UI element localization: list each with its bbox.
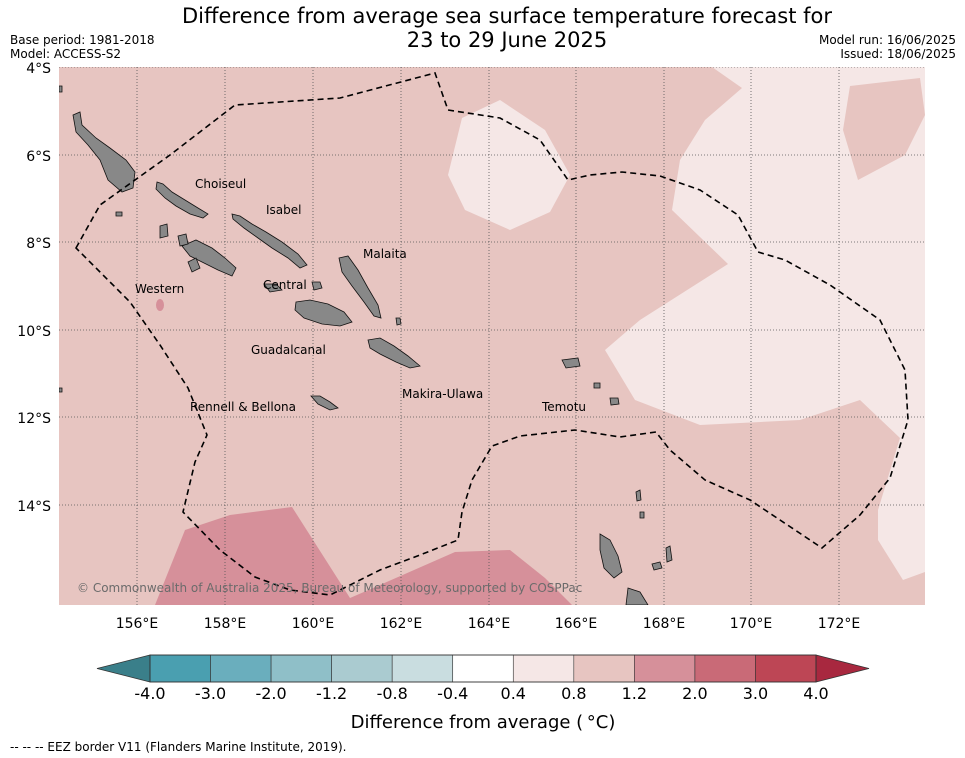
island-ulawa — [395, 317, 402, 326]
lat-label-4s: 4°S — [26, 61, 51, 77]
place-label-central: Central — [263, 278, 307, 292]
lat-label-14s: 14°S — [17, 499, 51, 515]
colorbar-segment — [270, 654, 332, 683]
colorbar-segment — [512, 654, 575, 683]
colorbar-tick-label: -0.8 — [377, 684, 408, 703]
lat-label-8s: 8°S — [26, 236, 51, 252]
issued-text: Issued: 18/06/2025 — [840, 47, 956, 61]
colorbar: -4.0 -3.0 -2.0 -1.2 -0.8 -0.4 0.4 0.8 1.2 2.0 3.0 4… — [96, 654, 870, 733]
place-label-temotu: Temotu — [541, 400, 586, 414]
colorbar-segment — [331, 654, 393, 683]
base-period-text: Base period: 1981-2018 — [10, 33, 155, 47]
copyright-text: © Commonwealth of Australia 2025, Bureau… — [77, 581, 582, 595]
colorbar-title: Difference from average ( °C) — [351, 712, 616, 733]
colorbar-segment — [573, 654, 635, 683]
island-small-west — [59, 387, 63, 393]
colorbar-segment — [452, 654, 514, 683]
island-vella-lavella — [159, 223, 169, 239]
colorbar-tick-label: 0.4 — [501, 684, 526, 703]
colorbar-tick-label: -4.0 — [134, 684, 165, 703]
lat-label-10s: 10°S — [17, 324, 51, 340]
colorbar-tick-label: -0.4 — [437, 684, 468, 703]
anomaly-fill-1.2-2.0-south — [155, 507, 572, 605]
colorbar-segment — [755, 654, 817, 683]
place-label-makira-ulawa: Makira-Ulawa — [402, 387, 483, 401]
island-choiseul — [155, 181, 209, 219]
colorbar-tick-label: 3.0 — [743, 684, 768, 703]
place-label-choiseul: Choiseul — [195, 177, 246, 191]
colorbar-tick-label: -1.2 — [316, 684, 347, 703]
lat-label-6s: 6°S — [26, 149, 51, 165]
sst-anomaly-map: Choiseul Isabel Malaita Western Central … — [17, 61, 925, 632]
island-kolombangara — [177, 233, 189, 247]
colorbar-extend-low — [96, 654, 151, 683]
colorbar-tick-label: 1.2 — [622, 684, 647, 703]
island-vanuatu-small-3 — [635, 489, 642, 502]
lon-label-170e: 170°E — [730, 616, 773, 632]
place-label-western: Western — [135, 282, 184, 296]
lon-label-166e: 166°E — [555, 616, 598, 632]
lon-label-156e: 156°E — [116, 616, 159, 632]
anomaly-fill-1.2-north-east — [843, 78, 925, 180]
lon-label-158e: 158°E — [204, 616, 247, 632]
colorbar-tick-label: -3.0 — [195, 684, 226, 703]
lon-label-168e: 168°E — [643, 616, 686, 632]
graticule — [59, 67, 925, 605]
island-guadalcanal — [294, 299, 353, 327]
lon-label-160e: 160°E — [292, 616, 335, 632]
lon-label-162e: 162°E — [380, 616, 423, 632]
island-santa-cruz — [561, 357, 581, 369]
island-vanuatu-north — [599, 533, 623, 579]
colorbar-tick-label: 2.0 — [682, 684, 707, 703]
island-malaita — [338, 255, 382, 319]
island-bougainville-south — [115, 211, 123, 217]
map-title-line2: 23 to 29 June 2025 — [406, 28, 608, 52]
anomaly-fill-0.4-0.8-north — [448, 100, 570, 230]
island-vanuatu-small-1 — [651, 561, 663, 571]
island-vanuatu-small-2 — [665, 545, 673, 563]
colorbar-segment — [149, 654, 211, 683]
island-vanikoro — [609, 397, 620, 406]
colorbar-segment — [694, 654, 756, 683]
colorbar-segment — [634, 654, 696, 683]
island-florida — [263, 283, 283, 293]
lat-label-12s: 12°S — [17, 411, 51, 427]
colorbar-segment — [391, 654, 454, 683]
model-run-text: Model run: 16/06/2025 — [818, 33, 956, 47]
land-masses — [59, 85, 673, 605]
eez-border — [75, 72, 909, 596]
colorbar-tick-label: -2.0 — [255, 684, 286, 703]
island-makira — [367, 337, 421, 369]
place-label-isabel: Isabel — [266, 203, 301, 217]
lon-label-172e: 172°E — [818, 616, 861, 632]
island-vanuatu-espiritu — [625, 587, 649, 605]
island-rennell — [310, 395, 339, 411]
island-utupua — [593, 382, 601, 389]
model-text: Model: ACCESS-S2 — [10, 47, 122, 61]
colorbar-segment — [210, 654, 272, 683]
anomaly-fill-1.2-2.0-small — [156, 299, 164, 311]
island-rendova — [187, 257, 201, 273]
colorbar-outline — [149, 654, 817, 683]
eez-legend-text: -- -- -- EEZ border V11 (Flanders Marine… — [10, 740, 347, 754]
colorbar-tick-label: 4.0 — [803, 684, 828, 703]
place-label-rennell-bellona: Rennell & Bellona — [190, 400, 296, 414]
island-png-bougainville — [59, 85, 63, 93]
anomaly-fill-0.4-0.8-east — [605, 67, 925, 580]
colorbar-extend-high — [815, 654, 870, 683]
place-label-malaita: Malaita — [363, 247, 407, 261]
colorbar-tick-label: 0.8 — [561, 684, 586, 703]
map-title-line1: Difference from average sea surface temp… — [182, 4, 832, 28]
lon-label-164e: 164°E — [468, 616, 511, 632]
island-russell — [311, 281, 323, 291]
island-vanuatu-small-4 — [639, 511, 645, 519]
island-isabel — [231, 213, 308, 269]
place-label-guadalcanal: Guadalcanal — [251, 343, 326, 357]
